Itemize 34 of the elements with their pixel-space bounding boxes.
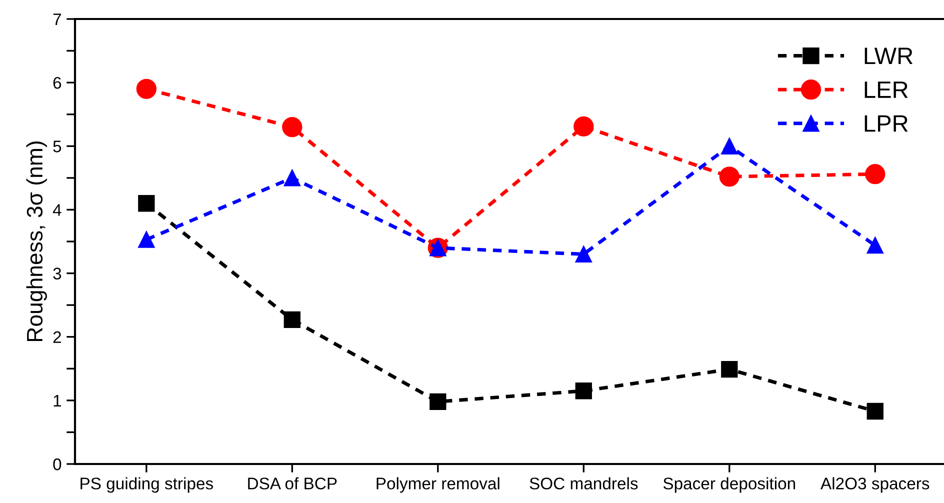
legend-label: LWR: [864, 48, 913, 64]
y-tick-label: 1: [54, 395, 61, 406]
point: [721, 360, 738, 378]
x-tick-label: SOC mandrels: [530, 477, 638, 490]
point: [721, 138, 738, 154]
point: [575, 382, 592, 400]
x-tick-label: DSA of BCP: [248, 477, 337, 490]
legend-label: LPR: [864, 115, 908, 132]
x-tick-label: Polymer removal: [376, 477, 500, 493]
y-tick-label: 5: [53, 140, 62, 152]
point: [865, 164, 886, 184]
y-tick-label: 2: [53, 331, 61, 343]
point: [138, 231, 155, 248]
point: [284, 170, 300, 186]
y-tick-label: 7: [53, 14, 61, 26]
point: [430, 393, 446, 410]
y-tick-label: 4: [52, 204, 62, 216]
x-tick-label: Al2O3 spacers: [820, 477, 930, 493]
point: [136, 78, 156, 99]
point: [138, 195, 155, 212]
legend-label: LER: [864, 82, 908, 98]
x-tick-label: PS guiding stripes: [80, 477, 213, 493]
point: [282, 117, 302, 138]
point: [575, 246, 592, 263]
point: [719, 166, 740, 187]
x-tick-label: Spacer deposition: [663, 477, 796, 493]
point: [866, 236, 884, 254]
y-tick-label: 3: [53, 268, 62, 280]
point: [866, 402, 884, 420]
point: [574, 116, 594, 137]
y-tick-label: 6: [53, 76, 62, 89]
y-axis-title: Roughness, 3σ (nm): [26, 142, 47, 342]
y-tick-label: 0: [53, 458, 62, 470]
point: [284, 311, 300, 328]
